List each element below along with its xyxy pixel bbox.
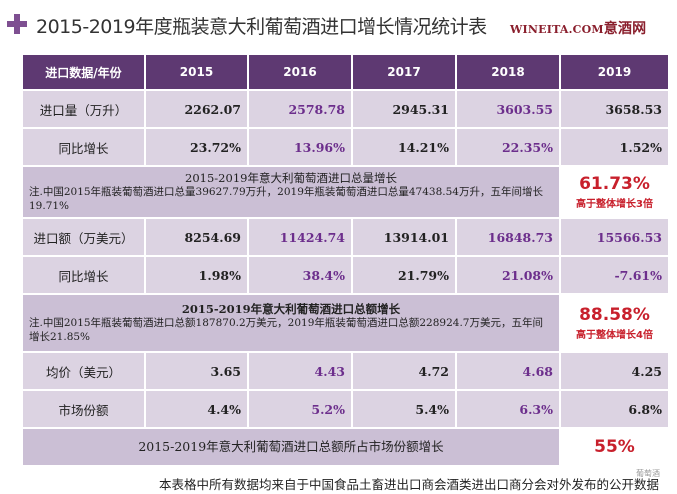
column-header: 进口数据/年份 (21, 53, 146, 91)
table-cell: 2578.78 (247, 89, 353, 129)
table-cell: 13914.01 (351, 217, 457, 257)
note-cell: 2015-2019年意大利葡萄酒进口总量增长 注.中国2015年瓶装葡萄酒进口总… (21, 165, 561, 219)
table-cell: 3.65 (144, 351, 249, 391)
table-cell: 23.72% (144, 127, 249, 167)
footer-note: 本表格中所有数据均来自于中国食品土畜进出口商会酒类进出口商分会对外发布的公开数据 (0, 474, 677, 493)
table-cell: 3603.55 (455, 89, 561, 129)
highlight-cell: 55% (559, 427, 670, 467)
table-cell: 14.21% (351, 127, 457, 167)
table-cell: 16848.73 (455, 217, 561, 257)
row-label: 进口量（万升） (21, 89, 146, 129)
table-row-price: 均价（美元） 3.65 4.43 4.72 4.68 4.25 (21, 351, 670, 391)
table-cell: 5.4% (351, 389, 457, 429)
header: 2015-2019年度瓶装意大利葡萄酒进口增长情况统计表 WINEITA.COM… (0, 0, 677, 50)
brand-logo: WINEITA.COM意酒网 (510, 18, 646, 38)
table-row-value-growth: 同比增长 1.98% 38.4% 21.79% 21.08% -7.61% (21, 255, 670, 295)
highlight-subtext: 高于整体增长4倍 (576, 330, 653, 341)
table-cell: -7.61% (559, 255, 670, 295)
table-cell: 4.72 (351, 351, 457, 391)
row-label: 同比增长 (21, 255, 146, 295)
table-cell: 22.35% (455, 127, 561, 167)
row-label: 均价（美元） (21, 351, 146, 391)
column-header: 2015 (144, 53, 249, 91)
table-cell: 3658.53 (559, 89, 670, 129)
table-row-volume: 进口量（万升） 2262.07 2578.78 2945.31 3603.55 … (21, 89, 670, 129)
footer-text: 本表格中所有数据均来自于中国食品土畜进出口商会酒类进出口商分会对外发布的公开数据 (158, 477, 659, 492)
logo-latin: WINEITA.COM (510, 23, 604, 36)
table-cell: 2945.31 (351, 89, 457, 129)
column-header: 2017 (351, 53, 457, 91)
table-row-share: 市场份额 4.4% 5.2% 5.4% 6.3% 6.8% (21, 389, 670, 429)
highlight-percent: 61.73% (579, 174, 650, 194)
highlight-percent: 55% (594, 437, 635, 457)
table-cell: 6.8% (559, 389, 670, 429)
note-title: 2015-2019年意大利葡萄酒进口总量增长 (185, 171, 397, 185)
table-row-volume-growth: 同比增长 23.72% 13.96% 14.21% 22.35% 1.52% (21, 127, 670, 167)
table-cell: 4.43 (247, 351, 353, 391)
summary-text: 2015-2019年意大利葡萄酒进口总额所占市场份额增长 (21, 427, 561, 467)
table-cell: 4.68 (455, 351, 561, 391)
page-title: 2015-2019年度瓶装意大利葡萄酒进口增长情况统计表 (36, 16, 487, 38)
table-cell: 1.98% (144, 255, 249, 295)
table-cell: 4.25 (559, 351, 670, 391)
table-cell: 21.79% (351, 255, 457, 295)
highlight-cell: 61.73% 高于整体增长3倍 (559, 165, 670, 219)
table-cell: 6.3% (455, 389, 561, 429)
row-label: 同比增长 (21, 127, 146, 167)
table-row-value-note: 2015-2019年意大利葡萄酒进口总额增长 注.中国2015年瓶装葡萄酒进口总… (21, 293, 670, 353)
table-cell: 15566.53 (559, 217, 670, 257)
table-cell: 2262.07 (144, 89, 249, 129)
column-header: 2016 (247, 53, 353, 91)
table-cell: 5.2% (247, 389, 353, 429)
note-cell: 2015-2019年意大利葡萄酒进口总额增长 注.中国2015年瓶装葡萄酒进口总… (21, 293, 561, 353)
logo-cjk: 意酒网 (603, 21, 647, 37)
note-text: 注.中国2015年瓶装葡萄酒进口总量39627.79万升，2019年瓶装葡萄酒进… (29, 186, 543, 212)
table-cell: 8254.69 (144, 217, 249, 257)
import-stats-table: 进口数据/年份 2015 2016 2017 2018 2019 进口量（万升）… (21, 53, 670, 467)
table-cell: 4.4% (144, 389, 249, 429)
note-text: 注.中国2015年瓶装葡萄酒进口总额187870.2万美元，2019年瓶装葡萄酒… (29, 317, 543, 343)
note-title: 2015-2019年意大利葡萄酒进口总额增长 (181, 302, 401, 316)
table-cell: 21.08% (455, 255, 561, 295)
table-row-value: 进口额（万美元） 8254.69 11424.74 13914.01 16848… (21, 217, 670, 257)
plus-icon (7, 14, 27, 34)
highlight-percent: 88.58% (579, 305, 650, 325)
table-row-summary: 2015-2019年意大利葡萄酒进口总额所占市场份额增长 55% (21, 427, 670, 467)
column-header: 2019 (559, 53, 670, 91)
table-header-row: 进口数据/年份 2015 2016 2017 2018 2019 (21, 53, 670, 91)
table-cell: 1.52% (559, 127, 670, 167)
row-label: 市场份额 (21, 389, 146, 429)
column-header: 2018 (455, 53, 561, 91)
watermark: 葡萄酒 (636, 469, 660, 478)
table-row-volume-note: 2015-2019年意大利葡萄酒进口总量增长 注.中国2015年瓶装葡萄酒进口总… (21, 165, 670, 219)
table-cell: 13.96% (247, 127, 353, 167)
table-cell: 11424.74 (247, 217, 353, 257)
highlight-cell: 88.58% 高于整体增长4倍 (559, 293, 670, 353)
row-label: 进口额（万美元） (21, 217, 146, 257)
table-cell: 38.4% (247, 255, 353, 295)
highlight-subtext: 高于整体增长3倍 (576, 199, 653, 210)
